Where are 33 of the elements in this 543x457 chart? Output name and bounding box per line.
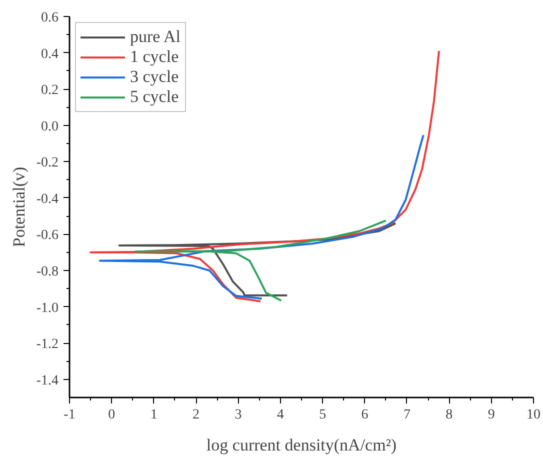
x-tick-label: 4 — [276, 408, 284, 422]
y-axis-title: Potential(v) — [9, 166, 28, 248]
y-tick-label: -1.0 — [36, 300, 59, 316]
x-tick-label: 1 — [150, 408, 158, 422]
y-tick-label: -0.6 — [36, 228, 59, 244]
y-tick-label: 0.2 — [41, 83, 58, 98]
x-tick-label: 8 — [446, 408, 453, 422]
x-tick-label: 7 — [403, 408, 410, 422]
y-tick-label: 0.0 — [41, 119, 58, 134]
x-tick-label: 2 — [192, 408, 200, 422]
y-tick-label: 0.6 — [41, 10, 58, 26]
legend-label: 1 cycle — [130, 47, 179, 67]
line-series — [118, 222, 397, 296]
line-series — [134, 220, 387, 302]
x-tick-label: -1 — [64, 408, 76, 422]
y-tick-label: -1.4 — [36, 373, 59, 388]
legend-label: 3 cycle — [130, 67, 179, 87]
line-series — [90, 50, 440, 302]
y-tick-label: -1.2 — [36, 337, 59, 352]
legend-label: 5 cycle — [130, 87, 179, 107]
x-tick-label: 9 — [488, 408, 495, 422]
x-tick-label: 6 — [361, 408, 368, 422]
y-tick-label: 0.4 — [41, 46, 58, 62]
legend-label: pure Al — [130, 27, 181, 47]
x-tick-label: 0 — [108, 408, 116, 422]
y-tick-label: -0.2 — [36, 156, 59, 171]
y-tick-label: -0.8 — [36, 264, 59, 280]
x-tick-label: 3 — [234, 408, 242, 422]
x-tick-label: 5 — [319, 408, 326, 422]
x-tick-label: 10 — [526, 408, 540, 422]
line-series — [98, 134, 424, 300]
y-tick-label: -0.4 — [36, 192, 59, 207]
x-axis-title: log current density(nA/cm²) — [206, 436, 397, 454]
